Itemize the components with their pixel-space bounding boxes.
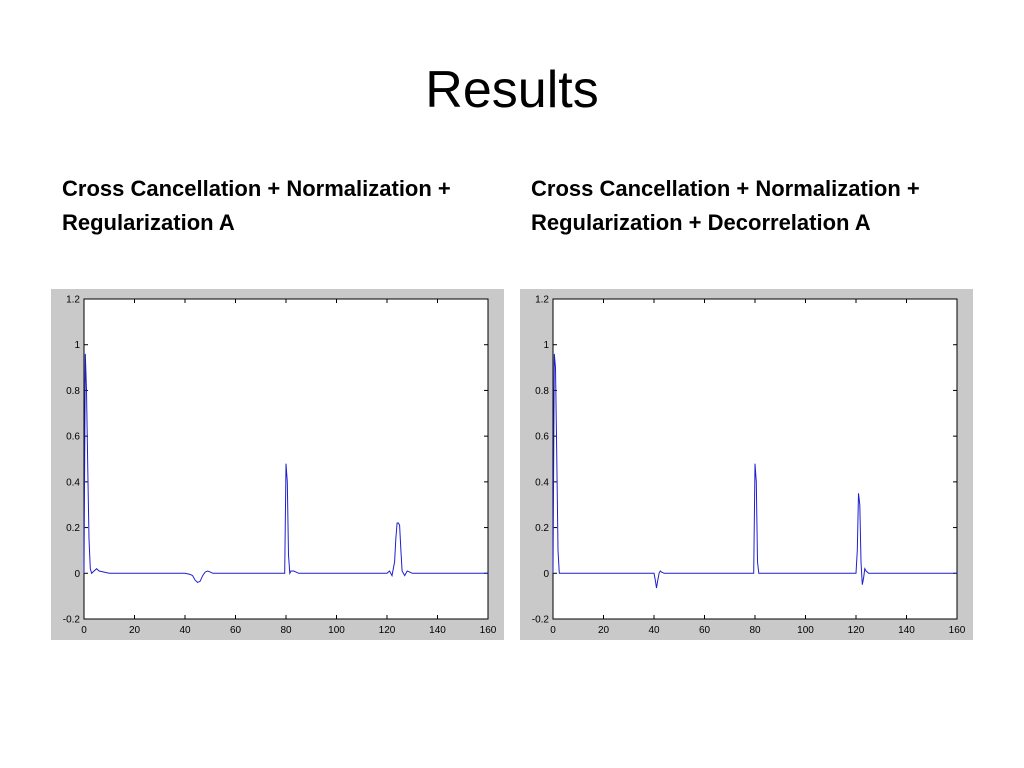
- y-tick-label: 1.2: [535, 295, 549, 306]
- x-tick-label: 0: [550, 625, 556, 636]
- x-tick-label: 100: [328, 625, 345, 636]
- y-tick-label: -0.2: [63, 615, 81, 626]
- x-tick-label: 120: [379, 625, 396, 636]
- y-tick-label: 0.2: [66, 523, 80, 534]
- x-tick-label: 40: [648, 625, 660, 636]
- y-tick-label: 0: [543, 569, 549, 580]
- caption-line: Regularization A: [62, 210, 235, 235]
- figure-left: 0 20 40 60 80 100 120 140 160 -0.2 0 0.2 0.4 0.6 0.8 1 1…: [51, 289, 504, 640]
- x-tick-label: 20: [129, 625, 141, 636]
- y-tick-label: 0.4: [66, 477, 80, 488]
- y-tick-label: 0.8: [66, 386, 80, 397]
- x-tick-label: 160: [949, 625, 966, 636]
- line-chart-left: 0 20 40 60 80 100 120 140 160-0.200.20.40.60.811…: [63, 295, 497, 637]
- chart-caption-left: Cross Cancellation + Normalization + Reg…: [62, 172, 512, 240]
- caption-line: Cross Cancellation + Normalization +: [62, 176, 451, 201]
- x-tick-label: 160: [480, 625, 497, 636]
- x-tick-label: 60: [230, 625, 242, 636]
- y-tick-label: 0.8: [535, 386, 549, 397]
- x-tick-label: 140: [898, 625, 915, 636]
- x-tick-label: 20: [598, 625, 610, 636]
- line-chart-right: 0 20 40 60 80 100 120 140 160-0.200.20.40.60.811…: [532, 295, 966, 637]
- y-tick-label: 0: [74, 569, 80, 580]
- x-tick-label: 40: [179, 625, 191, 636]
- caption-line: Regularization + Decorrelation A: [531, 210, 871, 235]
- x-tick-label: 140: [429, 625, 446, 636]
- y-tick-label: 0.2: [535, 523, 549, 534]
- series-line: [552, 353, 957, 589]
- slide-title: Results: [425, 61, 599, 119]
- x-tick-label: 80: [280, 625, 292, 636]
- plot-area: [552, 298, 958, 620]
- y-tick-label: 1: [74, 340, 80, 351]
- chart-caption-right: Cross Cancellation + Normalization + Reg…: [531, 172, 981, 240]
- y-tick-label: 1: [543, 340, 549, 351]
- caption-line: Cross Cancellation + Normalization +: [531, 176, 920, 201]
- x-tick-label: 80: [749, 625, 761, 636]
- series-line: [83, 353, 488, 583]
- y-tick-label: 0.6: [535, 432, 549, 443]
- figure-right: 0 20 40 60 80 100 120 140 160 -0.2 0 0.2 0.4 0.6 0.8 1 1…: [520, 289, 973, 640]
- y-tick-label: -0.2: [532, 615, 550, 626]
- plot-area: [83, 298, 489, 620]
- y-tick-label: 0.4: [535, 477, 549, 488]
- y-tick-label: 1.2: [66, 295, 80, 306]
- y-tick-label: 0.6: [66, 432, 80, 443]
- x-tick-label: 100: [797, 625, 814, 636]
- x-tick-label: 120: [848, 625, 865, 636]
- x-tick-label: 60: [699, 625, 711, 636]
- x-tick-label: 0: [81, 625, 87, 636]
